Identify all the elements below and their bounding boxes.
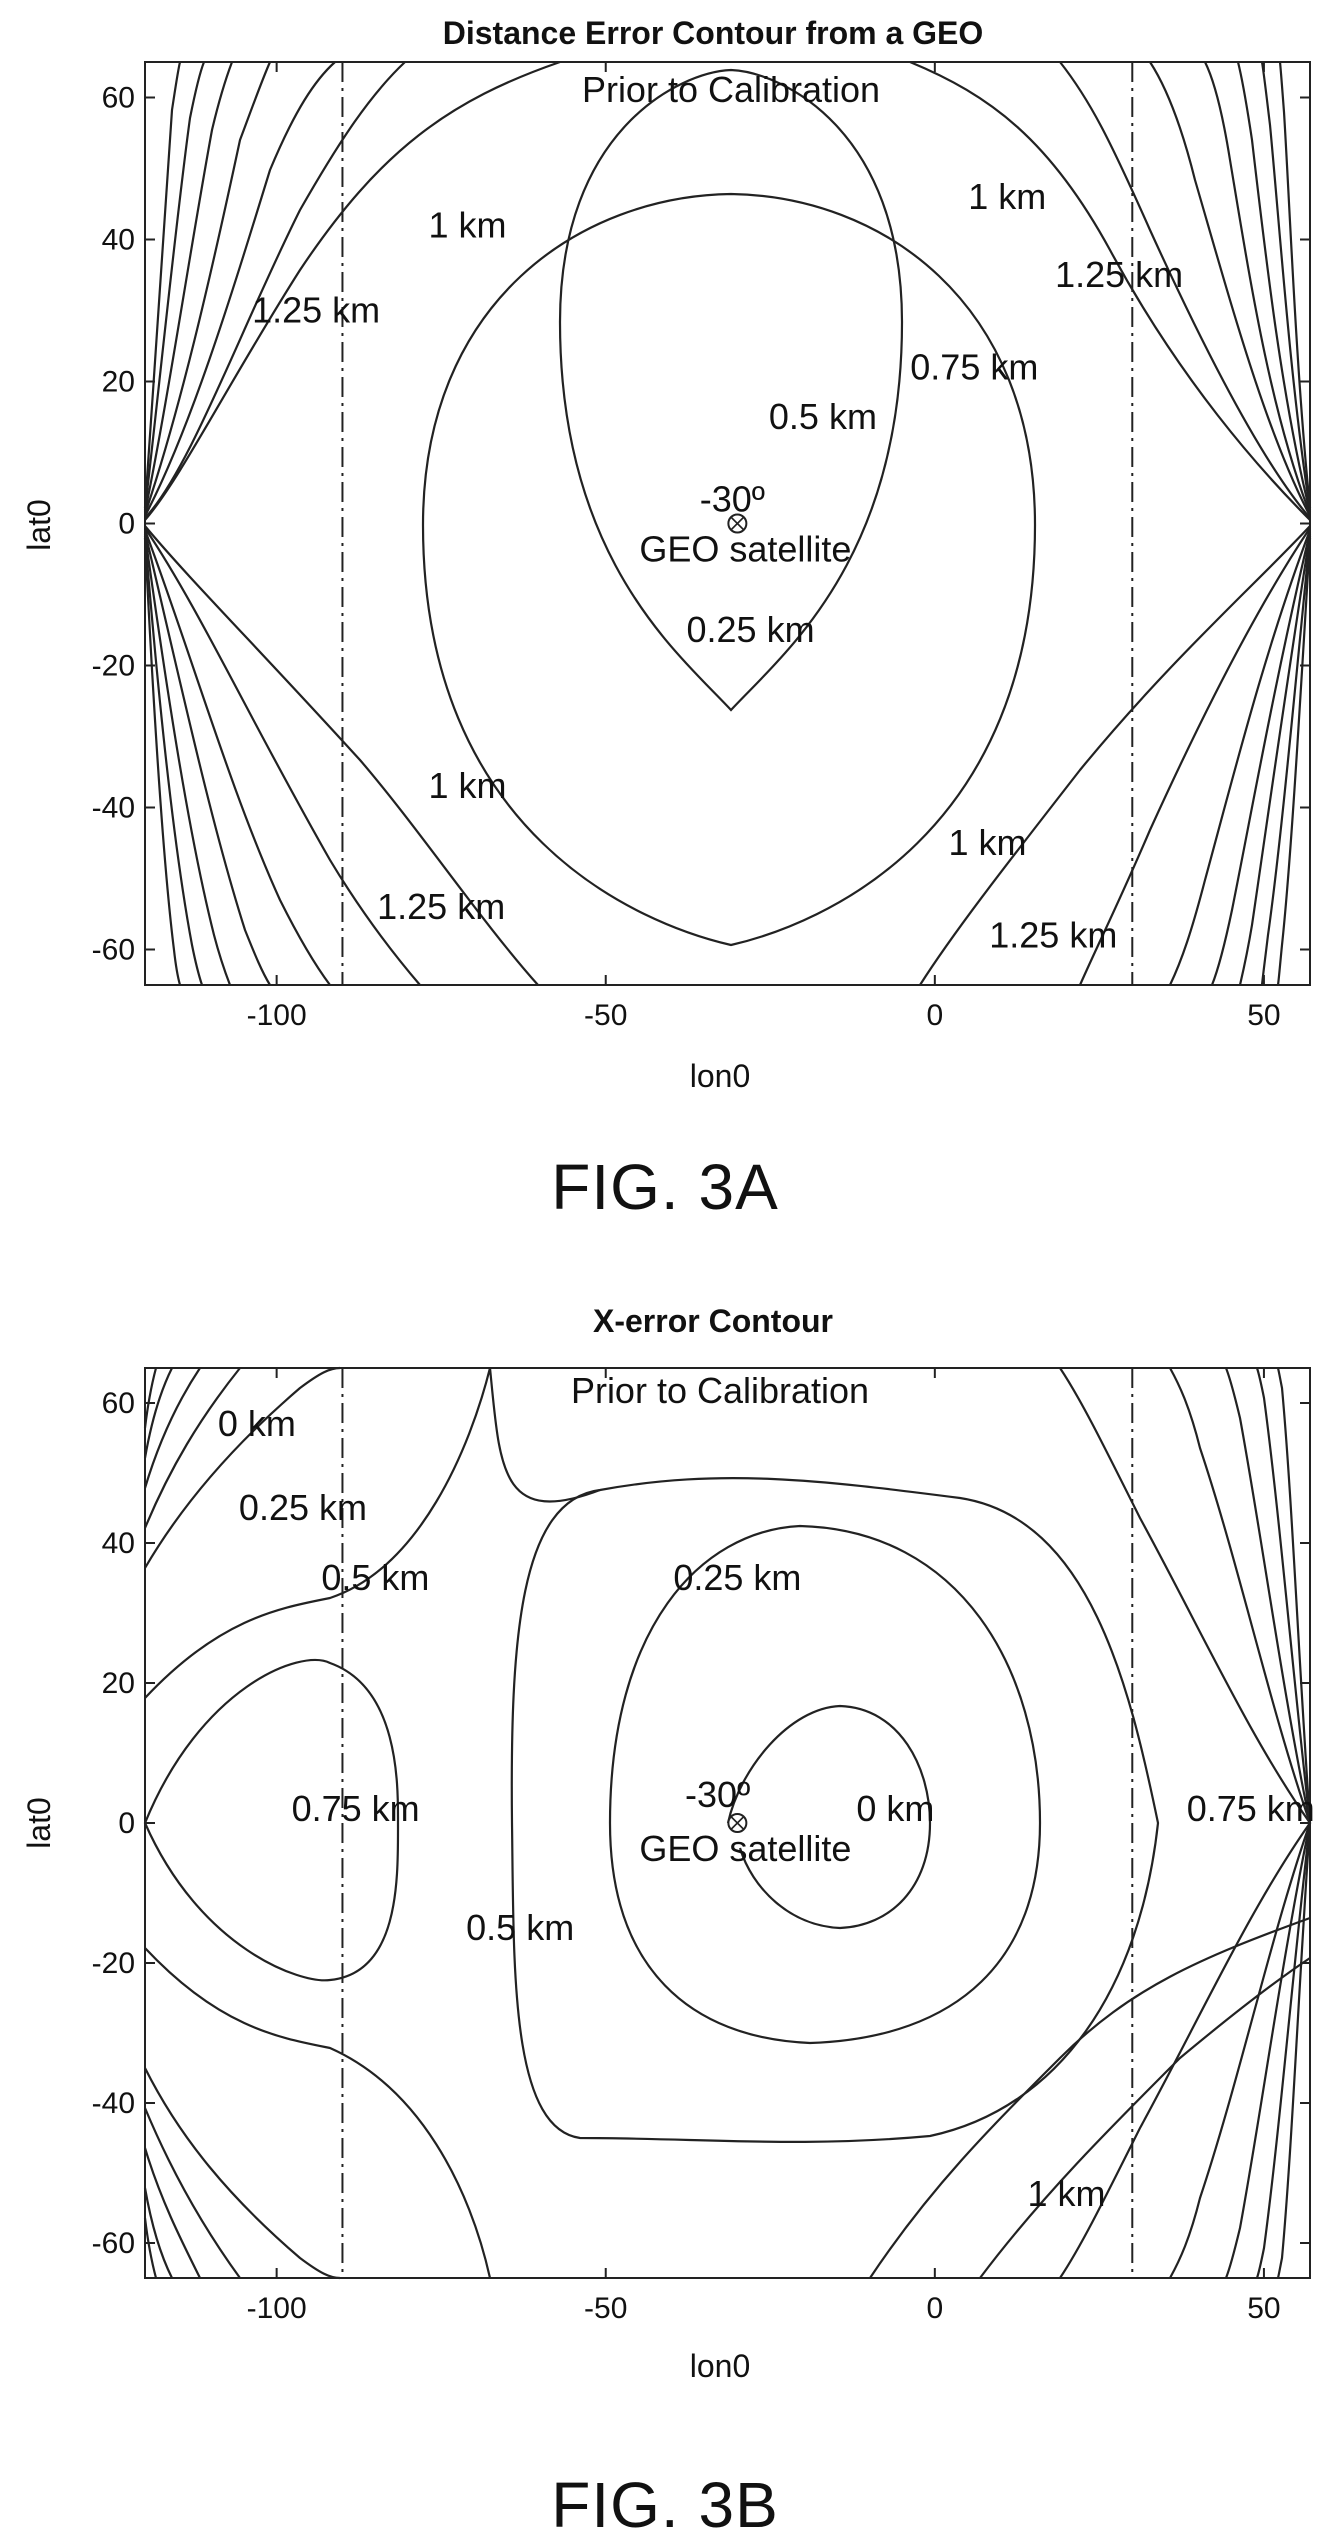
satellite-label: GEO satellite	[639, 1828, 851, 1869]
contour-label: 0.5 km	[321, 1557, 429, 1598]
contour-lines	[143, 1366, 1312, 2280]
figure-caption: FIG. 3B	[551, 2469, 779, 2541]
chart-subtitle: Prior to Calibration	[582, 69, 880, 110]
y-tick-label: -60	[92, 934, 135, 967]
contour-lines	[143, 60, 1312, 986]
x-axis-label: lon0	[690, 2348, 751, 2384]
reference-lines	[341, 1368, 1134, 2278]
contour-labels: 0 km 0.25 km 0.5 km 0.25 km 0.75 km -30º 0 km 0…	[218, 1403, 1315, 2214]
y-tick-label: -20	[92, 650, 135, 683]
satellite-label: GEO satellite	[639, 529, 851, 570]
contour-label: 1 km	[1027, 2173, 1105, 2214]
y-tick-label: -60	[92, 2227, 135, 2260]
y-tick-label: 40	[102, 224, 135, 257]
y-tick-label: 0	[118, 1807, 135, 1840]
contour-labels: 1 km1.25 km1 km1.25 km0.75 km0.5 km0.25 …	[252, 176, 1183, 955]
axes: -100 -50 0 50 60 40 20 0 -20 -40 -60	[92, 61, 1311, 1032]
contour-label: 0 km	[218, 1403, 296, 1444]
satellite-cross	[730, 1816, 744, 1830]
x-tick-label: -50	[584, 999, 627, 1032]
reference-lines	[341, 62, 1134, 985]
x-tick-label: -50	[584, 2292, 627, 2325]
figure-3a: Distance Error Contour from a GEO	[0, 0, 1330, 1268]
y-tick-label: -40	[92, 2087, 135, 2120]
y-tick-label: 60	[102, 1387, 135, 1420]
y-tick-label: -40	[92, 792, 135, 825]
contour-label: 1.25 km	[1055, 254, 1183, 295]
contour-label: 0.25 km	[687, 609, 815, 650]
y-tick-label: 60	[102, 82, 135, 115]
satellite-cross	[730, 516, 744, 531]
contour-label: 0 km	[856, 1788, 934, 1829]
contour-label: 1 km	[968, 176, 1046, 217]
contour-label: 1.25 km	[377, 886, 505, 927]
y-tick-label: 40	[102, 1527, 135, 1560]
y-tick-label: 0	[118, 508, 135, 541]
x-tick-label: -100	[247, 999, 307, 1032]
x-tick-label: 0	[926, 2292, 943, 2325]
contour-label: 0.75 km	[292, 1788, 420, 1829]
satellite-angle-label: -30º	[700, 479, 765, 520]
y-axis-label: lat0	[21, 1797, 57, 1849]
y-tick-label: 20	[102, 366, 135, 399]
chart-subtitle: Prior to Calibration	[571, 1370, 869, 1411]
contour-label: 0.25 km	[239, 1487, 367, 1528]
y-axis-label: lat0	[21, 499, 57, 551]
x-tick-label: 0	[926, 999, 943, 1032]
satellite-marker: -30º GEO satellite	[639, 479, 851, 570]
y-tick-label: 20	[102, 1667, 135, 1700]
figure-3b: X-error Contour	[0, 1268, 1330, 2541]
x-tick-label: 50	[1247, 999, 1280, 1032]
contour-label: 0.5 km	[769, 396, 877, 437]
chart-title: X-error Contour	[593, 1303, 833, 1339]
axes: -100 -50 0 50 60 40 20 0 -20 -40 -60	[92, 1367, 1311, 2325]
contour-label: 0.75 km	[910, 346, 1038, 387]
contour-label: 0.5 km	[466, 1907, 574, 1948]
x-tick-label: 50	[1247, 2292, 1280, 2325]
contour-label: 1 km	[429, 765, 507, 806]
contour-label: 1.25 km	[252, 290, 380, 331]
chart-title: Distance Error Contour from a GEO	[443, 15, 984, 51]
contour-label: -30º	[685, 1774, 750, 1815]
x-axis-label: lon0	[690, 1058, 751, 1094]
x-tick-label: -100	[247, 2292, 307, 2325]
contour-label: 1 km	[948, 822, 1026, 863]
contour-label: 0.25 km	[673, 1557, 801, 1598]
satellite-marker: GEO satellite	[639, 1813, 851, 1869]
contour-label: 1.25 km	[989, 914, 1117, 955]
contour-label: 1 km	[429, 204, 507, 245]
figure-caption: FIG. 3A	[551, 1151, 779, 1223]
distance-error-contour-chart: Distance Error Contour from a GEO	[21, 15, 1312, 1094]
x-error-contour-chart: X-error Contour	[21, 1303, 1315, 2384]
contour-label: 0.75 km	[1187, 1788, 1315, 1829]
y-tick-label: -20	[92, 1947, 135, 1980]
